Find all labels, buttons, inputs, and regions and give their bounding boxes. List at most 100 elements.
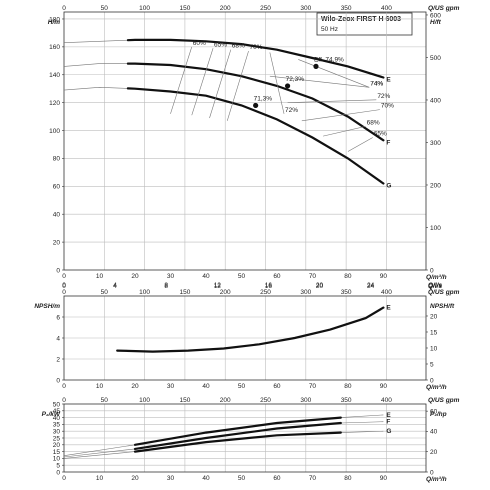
power-ytick-label: 45 bbox=[53, 408, 61, 415]
power-xtick-gpm: 400 bbox=[381, 397, 392, 404]
npsh-xtick-m3h: 50 bbox=[238, 383, 246, 390]
iso-efficiency-label: 65% bbox=[374, 131, 387, 138]
head-xtick-gpm: 250 bbox=[260, 5, 271, 12]
npsh-ytick-label: 4 bbox=[56, 335, 60, 342]
power-ytick-label: 25 bbox=[53, 435, 61, 442]
power-ytick-right-label: 40 bbox=[430, 429, 438, 436]
head-xtick-m3h: 40 bbox=[202, 273, 210, 280]
chart-title: Wilo-Zeox FIRST H 6003 bbox=[321, 16, 401, 23]
npsh-xtick-m3h: 40 bbox=[202, 383, 210, 390]
head-xtick-ls: 16 bbox=[265, 283, 273, 290]
npsh-xtick-gpm: 150 bbox=[179, 289, 190, 296]
iso-efficiency-label: 72% bbox=[285, 107, 298, 114]
efficiency-point bbox=[313, 63, 319, 69]
head-ytick-label: 20 bbox=[53, 239, 61, 246]
head-ylabel-right: H/ft bbox=[430, 19, 442, 26]
power-xtick-gpm: 50 bbox=[101, 397, 109, 404]
head-ytick-label: 0 bbox=[56, 267, 60, 274]
iso-efficiency-line bbox=[301, 109, 380, 122]
head-ytick-label: 100 bbox=[49, 128, 60, 135]
head-ytick-label: 120 bbox=[49, 100, 60, 107]
power-xtick-gpm: 150 bbox=[179, 397, 190, 404]
npsh-ylabel: NPSH/m bbox=[34, 303, 60, 310]
head-xtick-gpm: 300 bbox=[300, 5, 311, 12]
npsh-xtick-m3h: 80 bbox=[344, 383, 352, 390]
iso-efficiency-line bbox=[323, 126, 366, 137]
iso-efficiency-line bbox=[191, 48, 214, 116]
npsh-xlabel-m3h: Q/m³/h bbox=[426, 384, 447, 391]
power-curve-G bbox=[133, 431, 342, 453]
efficiency-point-label: 72,3% bbox=[286, 76, 305, 83]
head-xtick-ls: 24 bbox=[367, 283, 375, 290]
head-xtick-m3h: 0 bbox=[62, 273, 66, 280]
npsh-xtick-ls: 12 bbox=[214, 282, 222, 289]
head-xtick-gpm: 50 bbox=[101, 5, 109, 12]
iso-efficiency-line bbox=[298, 59, 370, 88]
npsh-xtick-ls: 8 bbox=[164, 282, 168, 289]
npsh-ytick-label: 0 bbox=[56, 377, 60, 384]
power-ytick-label: 10 bbox=[53, 456, 61, 463]
head-ytick-right-label: 500 bbox=[430, 55, 441, 62]
power-curve-F bbox=[133, 421, 342, 450]
head-xtick-m3h: 50 bbox=[238, 273, 246, 280]
head-curve-label-F: F bbox=[386, 139, 390, 146]
head-xtick-m3h: 10 bbox=[96, 273, 104, 280]
power-curve-label-E: E bbox=[386, 412, 391, 419]
power-xtick-m3h: 80 bbox=[344, 475, 352, 482]
npsh-xtick-m3h: 90 bbox=[380, 383, 388, 390]
npsh-ylabel-right: NPSH/ft bbox=[430, 303, 455, 310]
efficiency-point bbox=[284, 83, 291, 89]
iso-efficiency-label: 70% bbox=[381, 103, 394, 110]
power-ylabel-right: P₂/hp bbox=[430, 411, 447, 418]
npsh-xtick-gpm: 250 bbox=[260, 289, 271, 296]
npsh-xtick-gpm: 300 bbox=[300, 289, 311, 296]
npsh-ytick-right-label: 0 bbox=[430, 377, 434, 384]
npsh-ytick-label: 6 bbox=[56, 314, 60, 321]
iso-efficiency-label: 68% bbox=[232, 43, 245, 50]
power-ytick-right-label: 20 bbox=[430, 449, 438, 456]
head-ytick-label: 80 bbox=[53, 156, 61, 163]
npsh-xtick-m3h: 70 bbox=[309, 383, 317, 390]
iso-efficiency-line bbox=[347, 137, 373, 152]
head-curve-G bbox=[126, 87, 385, 185]
npsh-xtick-ls: 16 bbox=[265, 282, 273, 289]
npsh-xtick-ls: 24 bbox=[367, 282, 375, 289]
npsh-xlabel-gpm: Q/US gpm bbox=[428, 289, 460, 296]
head-xlabel-m3h: Q/m³/h bbox=[426, 274, 447, 281]
power-xtick-m3h: 90 bbox=[380, 475, 388, 482]
power-xlabel-m3h: Q/m³/h bbox=[426, 476, 447, 483]
npsh-ytick-right-label: 15 bbox=[430, 329, 438, 336]
npsh-xlabel-ls: Q/l/s bbox=[428, 282, 442, 289]
npsh-xtick-m3h: 20 bbox=[131, 383, 139, 390]
iso-efficiency-line bbox=[269, 52, 285, 114]
chart-subtitle: 50 Hz bbox=[321, 26, 338, 33]
head-ytick-label: 160 bbox=[49, 44, 60, 51]
head-curve-label-G: G bbox=[386, 183, 391, 190]
head-ytick-right-label: 400 bbox=[430, 97, 441, 104]
iso-efficiency-label: 72% bbox=[377, 93, 390, 100]
npsh-xtick-ls: 0 bbox=[62, 282, 66, 289]
npsh-xtick-gpm: 50 bbox=[101, 289, 109, 296]
power-xlabel-gpm: Q/US gpm bbox=[428, 397, 460, 404]
power-xtick-gpm: 100 bbox=[139, 397, 150, 404]
npsh-xtick-gpm: 350 bbox=[341, 289, 352, 296]
npsh-xtick-gpm: 100 bbox=[139, 289, 150, 296]
head-xtick-m3h: 60 bbox=[273, 273, 281, 280]
npsh-xtick-m3h: 60 bbox=[273, 383, 281, 390]
power-ytick-label: 40 bbox=[53, 415, 61, 422]
iso-efficiency-label: 70% bbox=[250, 44, 263, 51]
power-xtick-m3h: 70 bbox=[309, 475, 317, 482]
iso-efficiency-line bbox=[287, 99, 377, 103]
head-xlabel-ls: Q/l/s bbox=[428, 283, 442, 290]
power-xtick-gpm: 300 bbox=[300, 397, 311, 404]
head-curve-E bbox=[126, 38, 385, 79]
efficiency-point-label: 71,3% bbox=[254, 95, 273, 102]
power-ylabel: P₂/kW bbox=[42, 411, 61, 418]
head-xtick-gpm: 150 bbox=[179, 5, 190, 12]
iso-efficiency-label: 74% bbox=[370, 80, 383, 87]
iso-efficiency-label: 68% bbox=[367, 119, 380, 126]
head-xtick-gpm: 200 bbox=[220, 5, 231, 12]
head-xtick-m3h: 80 bbox=[344, 273, 352, 280]
power-xtick-gpm: 0 bbox=[62, 397, 66, 404]
npsh-xtick-m3h: 0 bbox=[62, 383, 66, 390]
